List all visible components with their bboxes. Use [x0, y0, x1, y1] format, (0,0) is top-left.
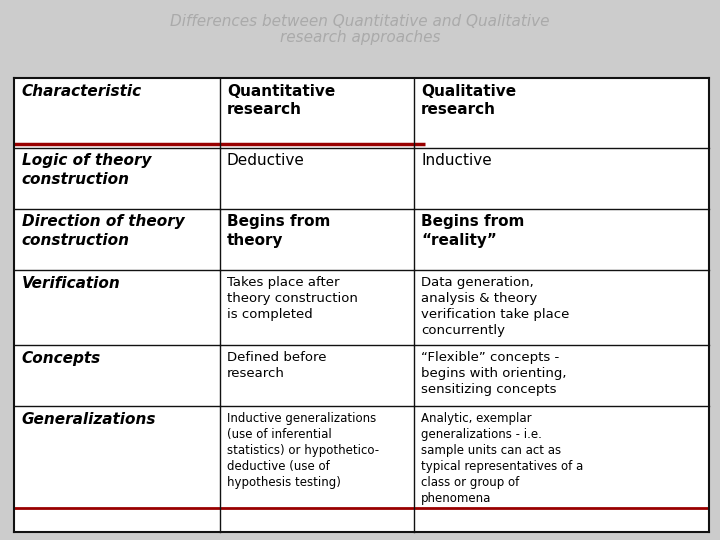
Text: Data generation,
analysis & theory
verification take place
concurrently: Data generation, analysis & theory verif…	[421, 276, 570, 337]
Text: Begins from
theory: Begins from theory	[227, 214, 330, 248]
Bar	[414, 147, 709, 209]
Bar	[14, 407, 220, 532]
Text: Verification: Verification	[22, 276, 120, 291]
Text: Deductive: Deductive	[227, 153, 305, 168]
Bar	[220, 407, 414, 532]
Bar	[414, 407, 709, 532]
Bar	[14, 78, 709, 532]
Bar	[414, 271, 709, 345]
Bar	[220, 345, 414, 407]
Text: Concepts: Concepts	[22, 350, 101, 366]
Bar	[14, 78, 220, 147]
Text: Logic of theory
construction: Logic of theory construction	[22, 153, 151, 187]
Text: Takes place after
theory construction
is completed: Takes place after theory construction is…	[227, 276, 358, 321]
Bar	[14, 345, 220, 407]
Text: Quantitative
research: Quantitative research	[227, 84, 335, 117]
Bar	[220, 271, 414, 345]
Text: Defined before
research: Defined before research	[227, 350, 326, 380]
Bar	[14, 271, 220, 345]
Bar	[414, 78, 709, 147]
Text: Analytic, exemplar
generalizations - i.e.
sample units can act as
typical repres: Analytic, exemplar generalizations - i.e…	[421, 412, 583, 505]
Text: research approaches: research approaches	[280, 30, 440, 45]
Bar	[220, 147, 414, 209]
Text: Inductive generalizations
(use of inferential
statistics) or hypothetico-
deduct: Inductive generalizations (use of infere…	[227, 412, 379, 489]
Text: Direction of theory
construction: Direction of theory construction	[22, 214, 184, 248]
Bar	[414, 345, 709, 407]
Text: “Flexible” concepts -
begins with orienting,
sensitizing concepts: “Flexible” concepts - begins with orient…	[421, 350, 567, 395]
Bar	[14, 209, 220, 271]
Text: Differences between Quantitative and Qualitative: Differences between Quantitative and Qua…	[170, 14, 550, 29]
Text: Begins from
“reality”: Begins from “reality”	[421, 214, 525, 248]
Bar	[220, 209, 414, 271]
Bar	[14, 147, 220, 209]
Text: Qualitative
research: Qualitative research	[421, 84, 516, 117]
Bar	[414, 209, 709, 271]
Text: Generalizations: Generalizations	[22, 412, 156, 427]
Text: Characteristic: Characteristic	[22, 84, 142, 99]
Text: Inductive: Inductive	[421, 153, 492, 168]
Bar	[220, 78, 414, 147]
